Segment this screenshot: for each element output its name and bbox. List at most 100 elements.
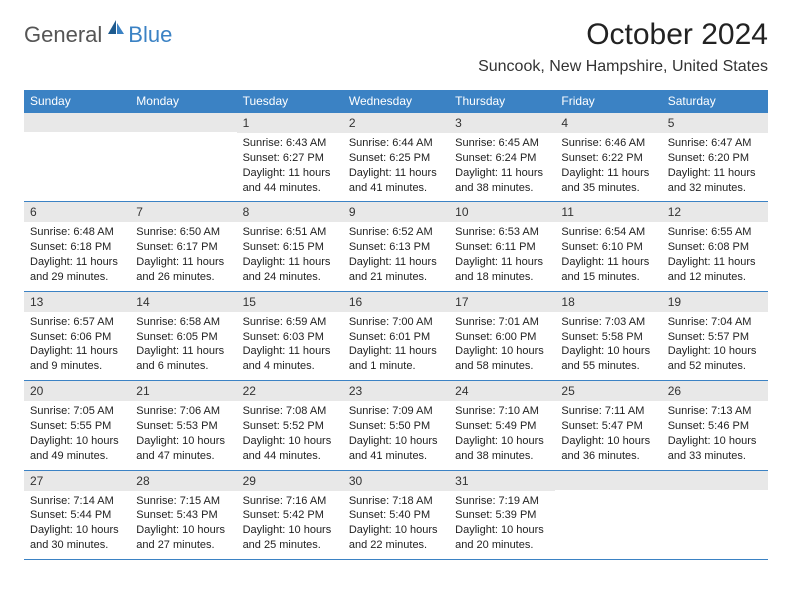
cell-date: 28 <box>130 471 236 491</box>
cell-body: Sunrise: 6:53 AMSunset: 6:11 PMDaylight:… <box>449 222 555 290</box>
calendar-cell: 18Sunrise: 7:03 AMSunset: 5:58 PMDayligh… <box>555 292 661 380</box>
cell-date: 1 <box>237 113 343 133</box>
sunset-text: Sunset: 5:39 PM <box>455 508 549 523</box>
week-row: 27Sunrise: 7:14 AMSunset: 5:44 PMDayligh… <box>24 471 768 560</box>
sunset-text: Sunset: 6:18 PM <box>30 240 124 255</box>
cell-date: 4 <box>555 113 661 133</box>
cell-body: Sunrise: 6:55 AMSunset: 6:08 PMDaylight:… <box>662 222 768 290</box>
sunset-text: Sunset: 5:53 PM <box>136 419 230 434</box>
cell-date: 25 <box>555 381 661 401</box>
daylight-text: Daylight: 11 hours and 29 minutes. <box>30 255 124 285</box>
sunset-text: Sunset: 6:01 PM <box>349 330 443 345</box>
daylight-text: Daylight: 11 hours and 38 minutes. <box>455 166 549 196</box>
sunset-text: Sunset: 6:06 PM <box>30 330 124 345</box>
logo-text-general: General <box>24 22 102 48</box>
cell-body: Sunrise: 6:44 AMSunset: 6:25 PMDaylight:… <box>343 133 449 201</box>
cell-date: 5 <box>662 113 768 133</box>
calendar-cell: 7Sunrise: 6:50 AMSunset: 6:17 PMDaylight… <box>130 202 236 290</box>
day-header: Thursday <box>449 90 555 112</box>
calendar-cell: 22Sunrise: 7:08 AMSunset: 5:52 PMDayligh… <box>237 381 343 469</box>
cell-date <box>555 471 661 490</box>
calendar-cell: 2Sunrise: 6:44 AMSunset: 6:25 PMDaylight… <box>343 113 449 201</box>
cell-body: Sunrise: 7:04 AMSunset: 5:57 PMDaylight:… <box>662 312 768 380</box>
sunrise-text: Sunrise: 7:08 AM <box>243 404 337 419</box>
cell-date <box>130 113 236 132</box>
sunrise-text: Sunrise: 6:48 AM <box>30 225 124 240</box>
cell-date: 12 <box>662 202 768 222</box>
cell-body: Sunrise: 7:00 AMSunset: 6:01 PMDaylight:… <box>343 312 449 380</box>
day-header: Saturday <box>662 90 768 112</box>
sunset-text: Sunset: 6:17 PM <box>136 240 230 255</box>
daylight-text: Daylight: 11 hours and 24 minutes. <box>243 255 337 285</box>
cell-body: Sunrise: 7:11 AMSunset: 5:47 PMDaylight:… <box>555 401 661 469</box>
cell-date: 26 <box>662 381 768 401</box>
calendar-cell: 13Sunrise: 6:57 AMSunset: 6:06 PMDayligh… <box>24 292 130 380</box>
cell-date: 13 <box>24 292 130 312</box>
cell-date: 6 <box>24 202 130 222</box>
calendar-cell: 11Sunrise: 6:54 AMSunset: 6:10 PMDayligh… <box>555 202 661 290</box>
daylight-text: Daylight: 11 hours and 15 minutes. <box>561 255 655 285</box>
calendar-cell: 12Sunrise: 6:55 AMSunset: 6:08 PMDayligh… <box>662 202 768 290</box>
cell-body: Sunrise: 7:16 AMSunset: 5:42 PMDaylight:… <box>237 491 343 559</box>
cell-date: 29 <box>237 471 343 491</box>
calendar-cell: 30Sunrise: 7:18 AMSunset: 5:40 PMDayligh… <box>343 471 449 559</box>
sunrise-text: Sunrise: 7:06 AM <box>136 404 230 419</box>
cell-body: Sunrise: 6:48 AMSunset: 6:18 PMDaylight:… <box>24 222 130 290</box>
sunrise-text: Sunrise: 6:46 AM <box>561 136 655 151</box>
cell-date: 9 <box>343 202 449 222</box>
logo: General Blue <box>24 18 172 51</box>
sunrise-text: Sunrise: 6:43 AM <box>243 136 337 151</box>
cell-date: 21 <box>130 381 236 401</box>
day-header: Wednesday <box>343 90 449 112</box>
sunset-text: Sunset: 5:50 PM <box>349 419 443 434</box>
daylight-text: Daylight: 11 hours and 41 minutes. <box>349 166 443 196</box>
cell-date: 31 <box>449 471 555 491</box>
sunset-text: Sunset: 6:20 PM <box>668 151 762 166</box>
cell-body: Sunrise: 7:18 AMSunset: 5:40 PMDaylight:… <box>343 491 449 559</box>
cell-body: Sunrise: 6:59 AMSunset: 6:03 PMDaylight:… <box>237 312 343 380</box>
cell-date: 22 <box>237 381 343 401</box>
sunset-text: Sunset: 5:49 PM <box>455 419 549 434</box>
sunset-text: Sunset: 5:44 PM <box>30 508 124 523</box>
cell-body: Sunrise: 7:05 AMSunset: 5:55 PMDaylight:… <box>24 401 130 469</box>
daylight-text: Daylight: 10 hours and 27 minutes. <box>136 523 230 553</box>
cell-body: Sunrise: 6:52 AMSunset: 6:13 PMDaylight:… <box>343 222 449 290</box>
sunset-text: Sunset: 5:46 PM <box>668 419 762 434</box>
cell-date <box>24 113 130 132</box>
calendar-cell <box>130 113 236 201</box>
sunset-text: Sunset: 6:10 PM <box>561 240 655 255</box>
cell-body: Sunrise: 7:08 AMSunset: 5:52 PMDaylight:… <box>237 401 343 469</box>
calendar-cell: 9Sunrise: 6:52 AMSunset: 6:13 PMDaylight… <box>343 202 449 290</box>
sunrise-text: Sunrise: 7:03 AM <box>561 315 655 330</box>
cell-date: 8 <box>237 202 343 222</box>
daylight-text: Daylight: 11 hours and 12 minutes. <box>668 255 762 285</box>
sunrise-text: Sunrise: 6:54 AM <box>561 225 655 240</box>
calendar-cell: 17Sunrise: 7:01 AMSunset: 6:00 PMDayligh… <box>449 292 555 380</box>
sunrise-text: Sunrise: 6:53 AM <box>455 225 549 240</box>
sunrise-text: Sunrise: 7:15 AM <box>136 494 230 509</box>
cell-body: Sunrise: 6:50 AMSunset: 6:17 PMDaylight:… <box>130 222 236 290</box>
logo-sail-icon <box>106 18 126 41</box>
daylight-text: Daylight: 11 hours and 9 minutes. <box>30 344 124 374</box>
cell-date <box>662 471 768 490</box>
cell-body: Sunrise: 7:06 AMSunset: 5:53 PMDaylight:… <box>130 401 236 469</box>
cell-body: Sunrise: 6:54 AMSunset: 6:10 PMDaylight:… <box>555 222 661 290</box>
weeks-container: 1Sunrise: 6:43 AMSunset: 6:27 PMDaylight… <box>24 112 768 560</box>
cell-date: 27 <box>24 471 130 491</box>
calendar-cell: 29Sunrise: 7:16 AMSunset: 5:42 PMDayligh… <box>237 471 343 559</box>
calendar-cell <box>662 471 768 559</box>
cell-body: Sunrise: 7:01 AMSunset: 6:00 PMDaylight:… <box>449 312 555 380</box>
week-row: 20Sunrise: 7:05 AMSunset: 5:55 PMDayligh… <box>24 381 768 470</box>
day-headers-row: SundayMondayTuesdayWednesdayThursdayFrid… <box>24 90 768 112</box>
cell-date: 20 <box>24 381 130 401</box>
sunset-text: Sunset: 6:00 PM <box>455 330 549 345</box>
cell-body: Sunrise: 6:57 AMSunset: 6:06 PMDaylight:… <box>24 312 130 380</box>
sunrise-text: Sunrise: 6:59 AM <box>243 315 337 330</box>
sunset-text: Sunset: 5:40 PM <box>349 508 443 523</box>
sunset-text: Sunset: 5:47 PM <box>561 419 655 434</box>
calendar-cell: 31Sunrise: 7:19 AMSunset: 5:39 PMDayligh… <box>449 471 555 559</box>
cell-body: Sunrise: 7:13 AMSunset: 5:46 PMDaylight:… <box>662 401 768 469</box>
sunrise-text: Sunrise: 6:58 AM <box>136 315 230 330</box>
logo-text-blue: Blue <box>128 22 172 48</box>
daylight-text: Daylight: 11 hours and 18 minutes. <box>455 255 549 285</box>
